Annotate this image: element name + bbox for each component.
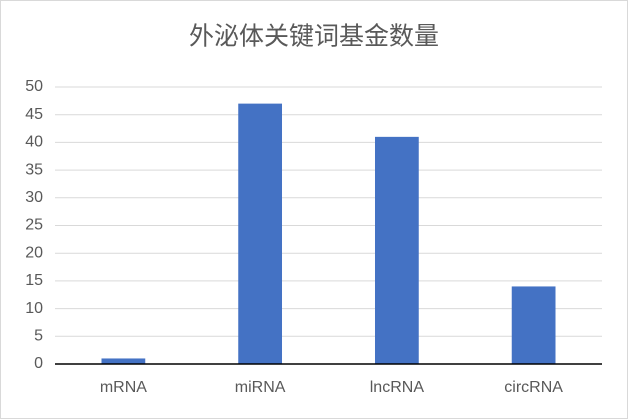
- y-tick-label: 30: [25, 189, 43, 206]
- y-tick-label: 25: [25, 217, 43, 234]
- y-tick-label: 20: [25, 244, 43, 261]
- y-tick-label: 35: [25, 161, 43, 178]
- bar: [101, 358, 146, 364]
- x-tick-label: lncRNA: [370, 379, 425, 396]
- bar: [238, 103, 283, 365]
- y-tick-label: 0: [34, 355, 43, 372]
- y-tick-label: 10: [25, 300, 43, 317]
- x-tick-label: miRNA: [235, 379, 286, 396]
- bar: [374, 136, 419, 364]
- y-tick-label: 45: [25, 106, 43, 123]
- y-tick-label: 15: [25, 272, 43, 289]
- bar: [511, 286, 556, 364]
- y-tick-label: 40: [25, 134, 43, 151]
- y-tick-label: 50: [25, 78, 43, 95]
- x-tick-label: circRNA: [504, 379, 563, 396]
- y-tick-label: 5: [34, 328, 43, 345]
- x-tick-label: mRNA: [100, 379, 147, 396]
- chart-title: 外泌体关键词基金数量: [189, 23, 439, 51]
